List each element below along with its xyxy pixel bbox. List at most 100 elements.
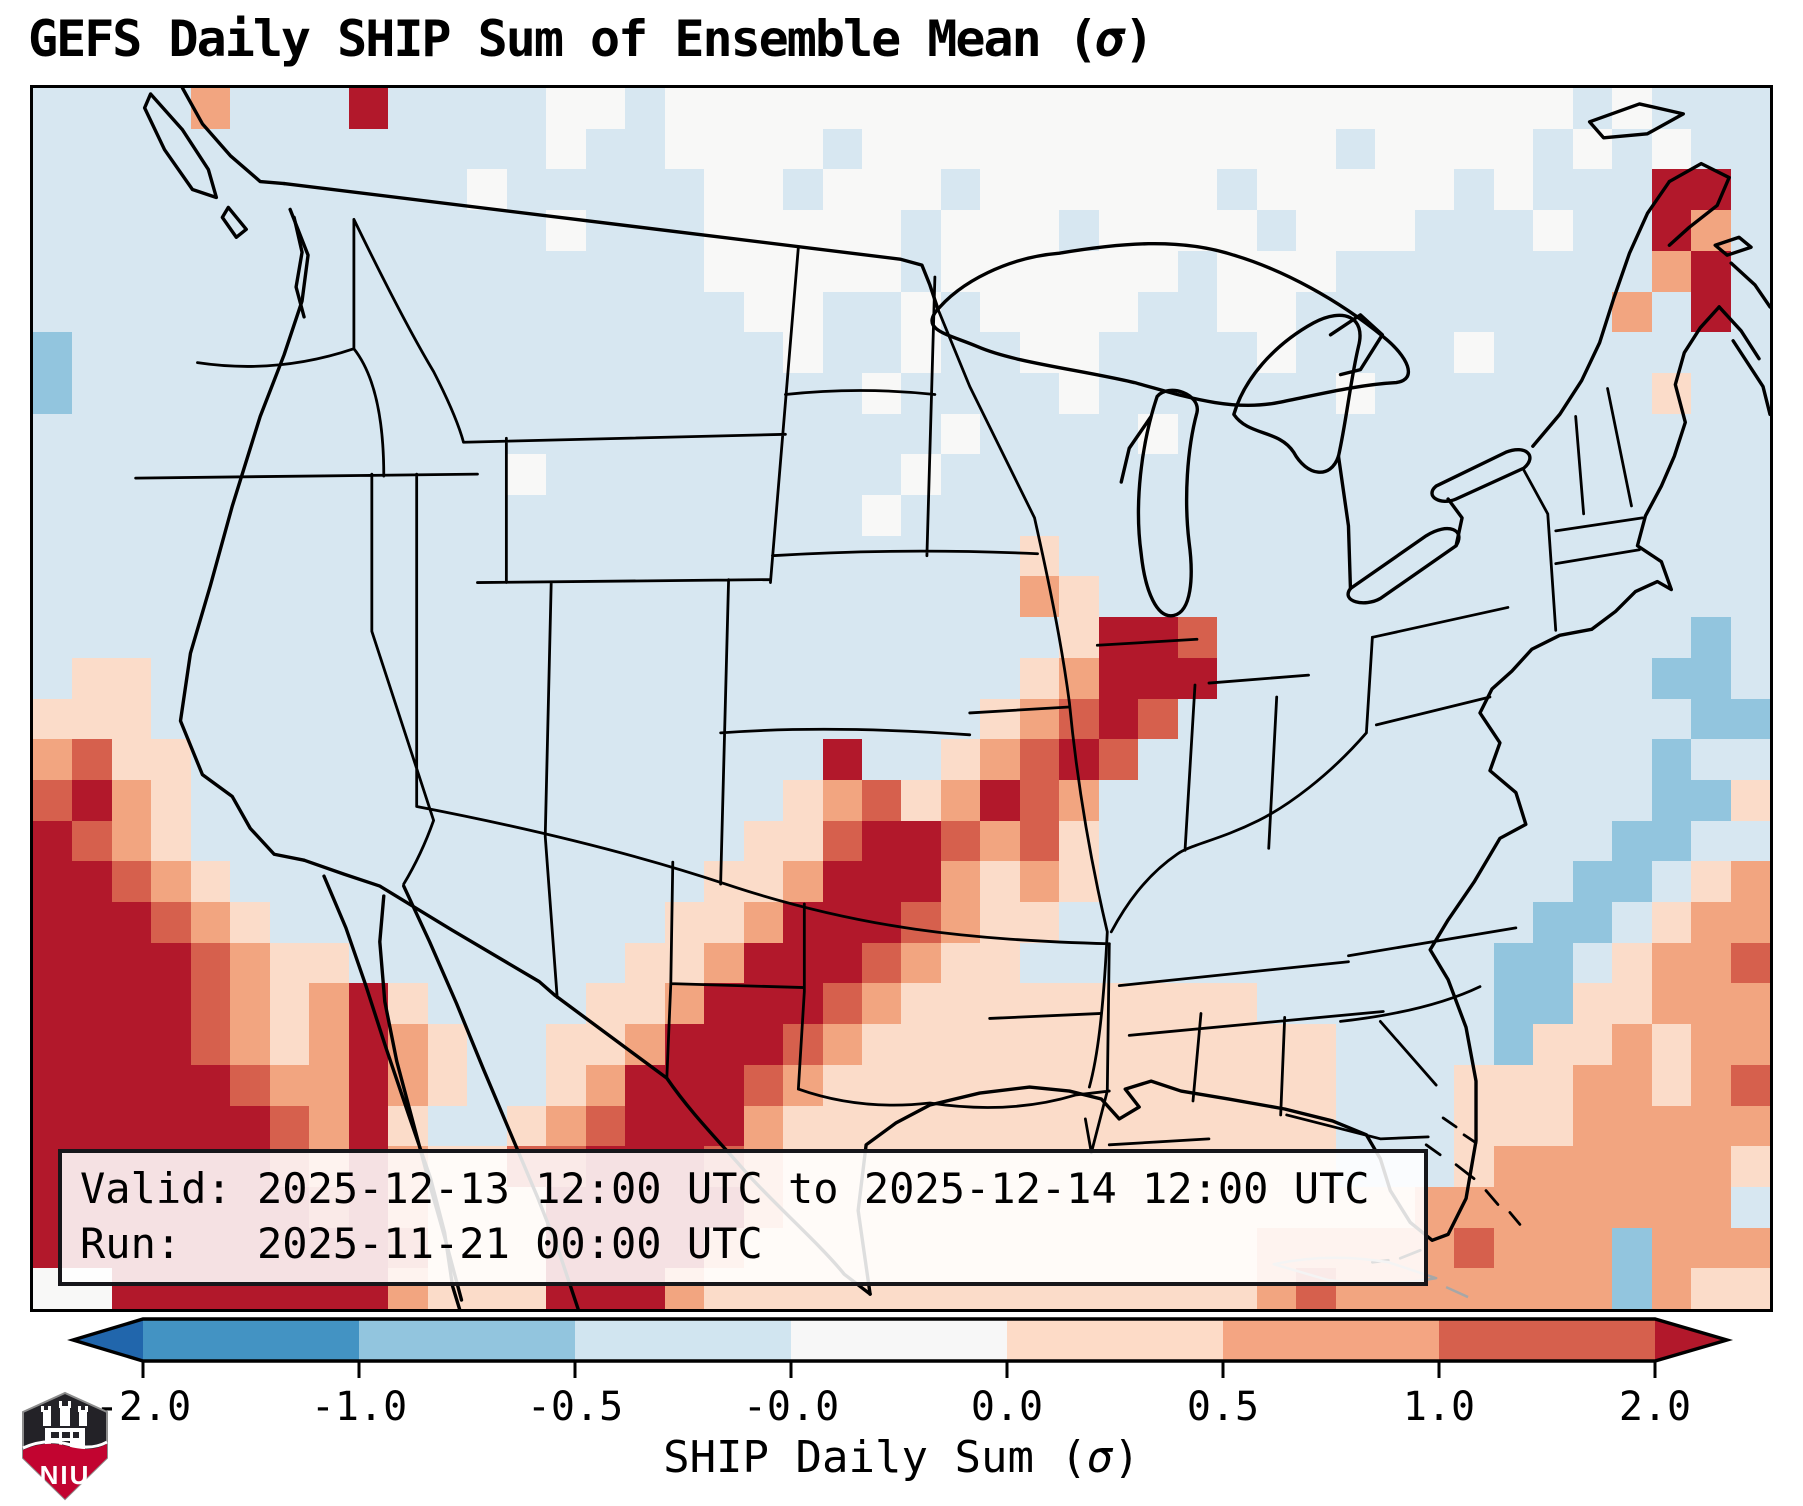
raster-cell bbox=[1651, 779, 1692, 821]
colorbar-sigma-symbol: σ bbox=[1086, 1432, 1114, 1483]
raster-cell bbox=[822, 617, 863, 658]
raster-cell bbox=[743, 454, 784, 495]
raster-cell bbox=[1217, 169, 1257, 211]
run-row: Run: 2025-11-21 00:00 UTC bbox=[80, 1216, 1406, 1271]
raster-cell bbox=[704, 942, 744, 984]
raster-cell bbox=[546, 698, 586, 740]
raster-cell bbox=[190, 902, 231, 943]
raster-cell bbox=[901, 128, 941, 170]
raster-cell bbox=[1296, 779, 1336, 821]
raster-cell bbox=[901, 413, 941, 455]
raster-cell bbox=[309, 413, 349, 455]
raster-cell bbox=[1335, 1064, 1376, 1106]
raster-cell bbox=[585, 128, 626, 170]
raster-cell bbox=[1098, 454, 1139, 495]
raster-cell bbox=[940, 983, 981, 1025]
raster-cell bbox=[388, 657, 428, 699]
raster-cell bbox=[506, 535, 547, 577]
raster-cell bbox=[980, 495, 1020, 536]
raster-cell bbox=[704, 88, 744, 129]
raster-cell bbox=[585, 902, 626, 943]
raster-cell bbox=[1217, 495, 1257, 536]
raster-cell bbox=[1296, 902, 1336, 943]
raster-cell bbox=[72, 739, 112, 780]
raster-cell bbox=[664, 291, 705, 333]
raster-cell bbox=[111, 413, 152, 455]
raster-cell bbox=[72, 372, 112, 414]
colorbar-tick-label: -0.5 bbox=[527, 1384, 623, 1430]
raster-cell bbox=[1019, 372, 1060, 414]
raster-cell bbox=[822, 902, 863, 943]
raster-cell bbox=[664, 88, 705, 129]
raster-cell bbox=[111, 861, 152, 902]
raster-cell bbox=[822, 535, 863, 577]
raster-cell bbox=[111, 332, 152, 373]
raster-cell bbox=[269, 495, 310, 536]
raster-cell bbox=[1098, 128, 1139, 170]
raster-cell bbox=[269, 657, 310, 699]
raster-cell bbox=[1572, 1268, 1613, 1309]
raster-cell bbox=[1493, 291, 1534, 333]
raster-cell bbox=[1493, 1064, 1534, 1106]
raster-cell bbox=[625, 88, 665, 129]
raster-cell bbox=[862, 454, 902, 495]
raster-cell bbox=[783, 861, 823, 902]
raster-cell bbox=[1375, 495, 1415, 536]
raster-cell bbox=[111, 698, 152, 740]
raster-cell bbox=[1177, 88, 1218, 129]
raster-cell bbox=[1493, 983, 1534, 1025]
forecast-info-box: Valid: 2025-12-13 12:00 UTC to 2025-12-14… bbox=[58, 1149, 1428, 1286]
raster-cell bbox=[269, 617, 310, 658]
raster-cell bbox=[1059, 1024, 1099, 1065]
raster-cell bbox=[704, 657, 744, 699]
raster-cell bbox=[980, 861, 1020, 902]
raster-cell bbox=[940, 454, 981, 495]
raster-cell bbox=[72, 454, 112, 495]
raster-cell bbox=[1296, 1024, 1336, 1065]
raster-cell bbox=[901, 902, 941, 943]
raster-cell bbox=[1651, 169, 1692, 211]
raster-cell bbox=[1414, 291, 1455, 333]
state-borders-northeast bbox=[1522, 387, 1644, 632]
raster-cell bbox=[190, 291, 231, 333]
raster-cell bbox=[1533, 332, 1573, 373]
raster-cell bbox=[506, 169, 547, 211]
colorbar-tick-label: 0.5 bbox=[1187, 1384, 1259, 1430]
raster-cell bbox=[1256, 861, 1297, 902]
raster-cell bbox=[230, 902, 270, 943]
raster-cell bbox=[33, 861, 73, 902]
raster-cell bbox=[546, 169, 586, 211]
raster-cell bbox=[1651, 739, 1692, 780]
raster-cell bbox=[1493, 698, 1534, 740]
raster-cell bbox=[1651, 617, 1692, 658]
raster-cell bbox=[1375, 779, 1415, 821]
colorbar-label-close: ) bbox=[1113, 1432, 1140, 1483]
raster-cell bbox=[940, 820, 981, 862]
gulf-atlantic-coastline bbox=[856, 305, 1721, 1296]
raster-cell bbox=[1098, 657, 1139, 699]
raster-cell bbox=[546, 657, 586, 699]
raster-cell bbox=[862, 1024, 902, 1065]
raster-cell bbox=[230, 1024, 270, 1065]
raster-cell bbox=[1730, 495, 1770, 536]
raster-cell bbox=[1256, 495, 1297, 536]
raster-cell bbox=[822, 291, 863, 333]
raster-cell bbox=[1572, 657, 1613, 699]
raster-cell bbox=[585, 1064, 626, 1106]
raster-cell bbox=[862, 128, 902, 170]
raster-cell bbox=[546, 454, 586, 495]
raster-cell bbox=[151, 1064, 191, 1106]
raster-cell bbox=[1138, 1105, 1178, 1147]
raster-cell bbox=[664, 250, 705, 292]
raster-cell bbox=[862, 861, 902, 902]
raster-cell bbox=[1691, 617, 1731, 658]
raster-cell bbox=[1691, 902, 1731, 943]
raster-cell bbox=[1691, 698, 1731, 740]
raster-cell bbox=[1533, 88, 1573, 129]
raster-cell bbox=[704, 861, 744, 902]
raster-cell bbox=[585, 779, 626, 821]
raster-cell bbox=[1691, 1105, 1731, 1147]
raster-cell bbox=[111, 535, 152, 577]
lake-erie bbox=[1346, 526, 1461, 605]
raster-cell bbox=[348, 128, 389, 170]
